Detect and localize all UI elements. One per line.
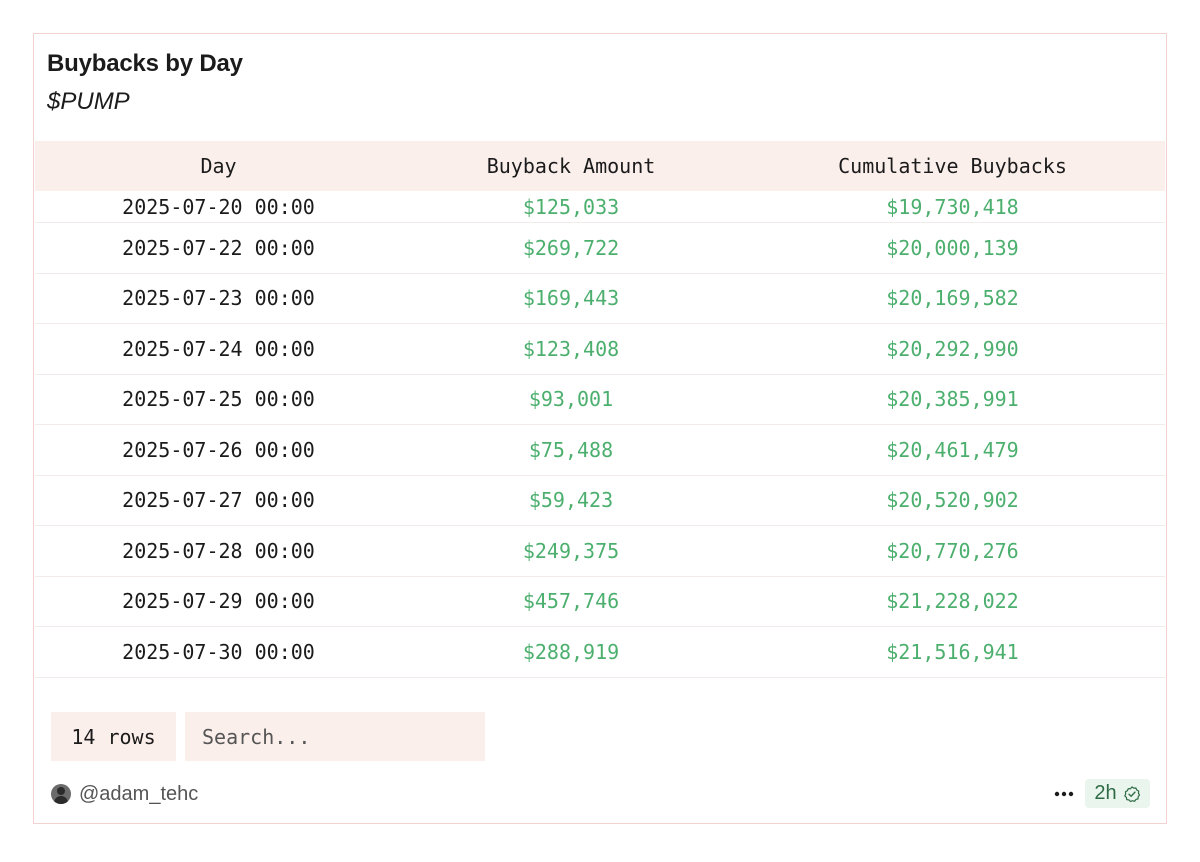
cell-buyback-amount: $249,375 xyxy=(522,538,620,563)
cell-cumulative-buybacks: $21,516,941 xyxy=(886,639,1019,664)
cell-cumulative-buybacks: $20,520,902 xyxy=(886,488,1019,513)
cell-cumulative-buybacks: $20,000,139 xyxy=(886,235,1019,260)
cell-day: 2025-07-30 00:00 xyxy=(122,639,315,664)
cell-buyback-amount: $169,443 xyxy=(522,286,620,311)
search-input[interactable] xyxy=(185,712,485,761)
author-username: @adam_tehc xyxy=(79,782,199,805)
cell-day: 2025-07-24 00:00 xyxy=(122,336,315,361)
time-ago-label: 2h xyxy=(1094,782,1117,804)
table-row: 2025-07-24 00:00 $123,408 $20,292,990 xyxy=(35,324,1165,375)
cell-day: 2025-07-28 00:00 xyxy=(122,538,315,563)
cell-cumulative-buybacks: $21,228,022 xyxy=(886,589,1019,614)
avatar xyxy=(51,784,71,804)
author-link[interactable]: @adam_tehc xyxy=(51,782,198,806)
cell-day: 2025-07-27 00:00 xyxy=(122,488,315,513)
cell-cumulative-buybacks: $20,292,990 xyxy=(886,336,1019,361)
cell-buyback-amount: $123,408 xyxy=(522,336,620,361)
more-options-icon[interactable] xyxy=(1052,782,1076,806)
cell-day: 2025-07-20 00:00 xyxy=(122,195,315,219)
table-row: 2025-07-27 00:00 $59,423 $20,520,902 xyxy=(35,476,1165,526)
table-row: 2025-07-28 00:00 $249,375 $20,770,276 xyxy=(35,526,1165,577)
row-count-badge: 14 rows xyxy=(51,712,176,761)
table-row: 2025-07-29 00:00 $457,746 $21,228,022 xyxy=(35,577,1165,627)
cell-day: 2025-07-26 00:00 xyxy=(122,437,315,462)
cell-day: 2025-07-22 00:00 xyxy=(122,235,315,260)
table-row: 2025-07-30 00:00 $288,919 $21,516,941 xyxy=(35,627,1165,678)
ellipsis-icon xyxy=(1054,791,1074,797)
cell-buyback-amount: $269,722 xyxy=(522,235,620,260)
cell-day: 2025-07-29 00:00 xyxy=(122,589,315,614)
column-header-buyback-amount[interactable]: Buyback Amount xyxy=(486,154,656,178)
column-header-day[interactable]: Day xyxy=(200,154,237,178)
table-row: 2025-07-20 00:00 $125,033 $19,730,418 xyxy=(35,189,1165,223)
refresh-time-badge[interactable]: 2h xyxy=(1085,779,1150,808)
cell-cumulative-buybacks: $20,169,582 xyxy=(886,286,1019,311)
cell-buyback-amount: $93,001 xyxy=(528,387,614,412)
cell-cumulative-buybacks: $20,770,276 xyxy=(886,538,1019,563)
cell-cumulative-buybacks: $19,730,418 xyxy=(886,195,1019,219)
table-row: 2025-07-26 00:00 $75,488 $20,461,479 xyxy=(35,425,1165,476)
cell-buyback-amount: $457,746 xyxy=(522,589,620,614)
column-header-cumulative-buybacks[interactable]: Cumulative Buybacks xyxy=(838,154,1067,178)
cell-buyback-amount: $59,423 xyxy=(528,488,614,513)
card-title: Buybacks by Day xyxy=(47,50,243,77)
cell-buyback-amount: $288,919 xyxy=(522,639,620,664)
table-row: 2025-07-23 00:00 $169,443 $20,169,582 xyxy=(35,274,1165,324)
cell-day: 2025-07-23 00:00 xyxy=(122,286,315,311)
cell-day: 2025-07-25 00:00 xyxy=(122,387,315,412)
card-subtitle: $PUMP xyxy=(47,88,130,115)
cell-cumulative-buybacks: $20,385,991 xyxy=(886,387,1019,412)
table-body: 2025-07-20 00:00 $125,033 $19,730,418 20… xyxy=(35,189,1165,678)
cell-cumulative-buybacks: $20,461,479 xyxy=(886,437,1019,462)
table-row: 2025-07-22 00:00 $269,722 $20,000,139 xyxy=(35,223,1165,274)
cell-buyback-amount: $125,033 xyxy=(522,195,620,219)
check-circle-icon xyxy=(1123,785,1140,802)
results-table[interactable]: Day Buyback Amount Cumulative Buybacks 2… xyxy=(35,141,1165,688)
cell-buyback-amount: $75,488 xyxy=(528,437,614,462)
table-header: Day Buyback Amount Cumulative Buybacks xyxy=(35,141,1165,191)
table-row: 2025-07-25 00:00 $93,001 $20,385,991 xyxy=(35,375,1165,425)
query-result-card: Buybacks by Day $PUMP Day Buyback Amount… xyxy=(33,33,1167,824)
